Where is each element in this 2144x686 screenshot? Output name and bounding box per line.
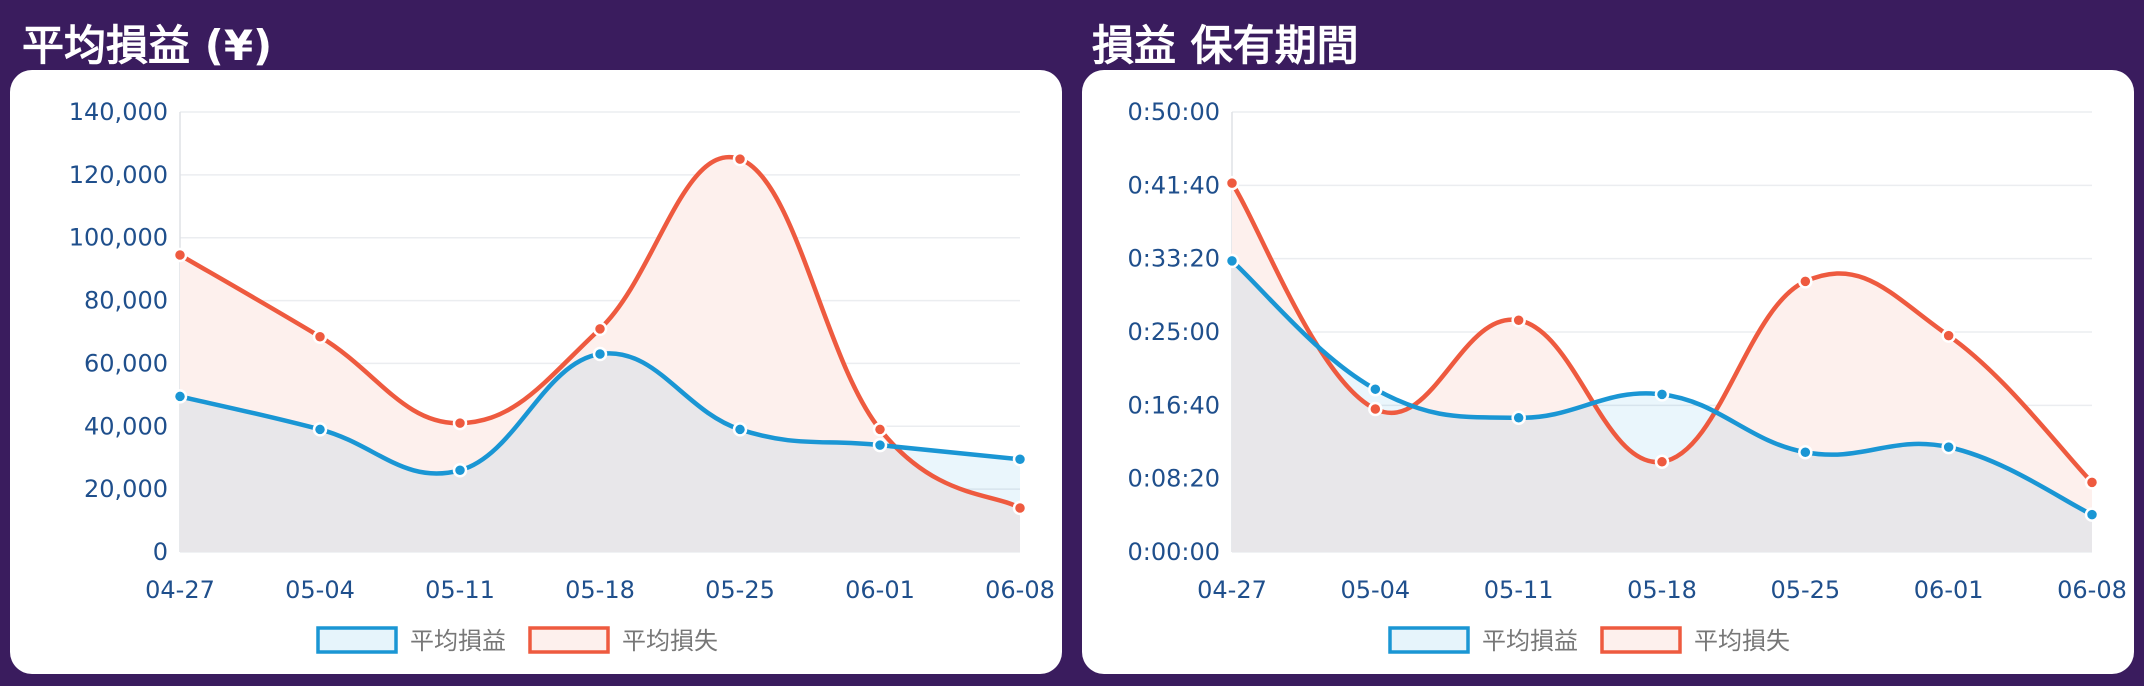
pnl-x-tick-label: 05-11 [425,576,495,604]
pnl-profit-point[interactable] [872,437,888,453]
hold-x-tick-label: 05-11 [1484,576,1554,604]
hold-y-tick-label: 0:25:00 [1127,318,1220,346]
hold-loss-point[interactable] [1798,274,1813,289]
hold-legend-label-loss: 平均損失 [1694,627,1790,655]
pnl-profit-area [180,353,1020,552]
pnl-profit-point[interactable] [592,346,608,362]
pnl-legend-label-profit: 平均損益 [410,627,506,655]
hold-y-tick-label: 0:08:20 [1127,465,1220,493]
hold-legend-swatch-profit [1388,626,1470,654]
pnl-loss-point[interactable] [732,151,748,167]
pnl-x-tick-label: 05-25 [705,576,775,604]
pnl-loss-point[interactable] [592,321,608,337]
hold-loss-point[interactable] [1941,328,1956,343]
hold-y-tick-label: 0:33:20 [1127,245,1220,273]
pnl-y-tick-label: 20,000 [84,475,168,503]
pnl-legend-item-loss[interactable]: 平均損失 [528,626,718,655]
pnl-legend-swatch-profit [316,626,398,654]
hold-loss-point[interactable] [2084,475,2100,490]
hold-y-tick-label: 0:16:40 [1127,391,1220,419]
chart-title-holding-period: 損益 保有期間 [1092,21,1359,70]
hold-legend-label-profit: 平均損益 [1482,627,1578,655]
hold-profit-point[interactable] [2084,507,2100,522]
hold-x-tick-label: 05-04 [1340,576,1410,604]
pnl-x-tick-label: 05-04 [285,576,355,604]
hold-x-tick-label: 06-01 [1914,576,1984,604]
hold-y-tick-label: 0:41:40 [1127,171,1220,199]
avg-pnl-chart: 0 20,000 40,000 60,000 80,000 100,000 120,000 1… [69,98,1055,655]
pnl-y-tick-label: 40,000 [84,412,168,440]
pnl-loss-point[interactable] [1012,500,1028,516]
pnl-profit-point[interactable] [732,422,748,437]
hold-profit-point[interactable] [1941,439,1956,455]
hold-legend-item-profit[interactable]: 平均損益 [1388,626,1578,655]
holding-period-chart: 0:00:00 0:08:20 0:16:40 0:25:00 0:33:20 0:41:… [1127,98,2127,655]
pnl-x-tick-label: 05-18 [565,576,635,604]
pnl-profit-point[interactable] [452,463,468,478]
hold-loss-point[interactable] [1368,401,1383,417]
hold-profit-area [1232,260,2092,552]
hold-x-tick-label: 05-18 [1627,576,1697,604]
pnl-x-tick-label: 06-08 [985,576,1055,604]
chart-title-avg-pnl: 平均損益 (¥) [22,21,273,70]
hold-x-tick-label: 06-08 [2057,576,2127,604]
hold-profit-point[interactable] [1224,253,1240,269]
pnl-legend-swatch-loss [528,626,610,654]
pnl-profit-point[interactable] [312,422,328,437]
hold-y-tick-label: 0:50:00 [1127,98,1220,126]
pnl-loss-point[interactable] [312,329,328,344]
hold-x-tick-label: 05-25 [1770,576,1840,604]
hold-loss-point[interactable] [1224,175,1240,191]
pnl-y-tick-label: 100,000 [69,224,168,252]
chart-card-holding-period: 0:00:00 0:08:20 0:16:40 0:25:00 0:33:20 0:41:… [1082,70,2134,674]
pnl-loss-point[interactable] [872,422,888,437]
pnl-legend-label-loss: 平均損失 [622,627,718,655]
hold-profit-point[interactable] [1368,381,1383,397]
pnl-legend-item-profit[interactable]: 平均損益 [316,626,506,655]
hold-x-tick-label: 04-27 [1197,576,1267,604]
pnl-y-tick-label: 0 [153,538,168,566]
pnl-y-tick-label: 120,000 [69,161,168,189]
hold-profit-point[interactable] [1654,387,1670,402]
pnl-profit-point[interactable] [172,389,188,404]
pnl-loss-point[interactable] [172,247,188,263]
chart-card-avg-pnl: 0 20,000 40,000 60,000 80,000 100,000 120,000 1… [10,70,1062,674]
pnl-y-tick-label: 60,000 [84,349,168,377]
hold-legend-item-loss[interactable]: 平均損失 [1600,626,1790,655]
hold-profit-point[interactable] [1798,445,1813,460]
hold-y-tick-label: 0:00:00 [1127,538,1220,566]
hold-legend-swatch-loss [1600,626,1682,654]
pnl-x-tick-label: 04-27 [145,576,215,604]
pnl-profit-point[interactable] [1012,452,1028,467]
pnl-x-tick-label: 06-01 [845,576,915,604]
hold-profit-point[interactable] [1511,410,1526,426]
pnl-y-tick-label: 80,000 [84,287,168,315]
pnl-y-tick-label: 140,000 [69,98,168,126]
hold-loss-point[interactable] [1511,313,1526,328]
pnl-loss-point[interactable] [452,415,468,431]
hold-loss-point[interactable] [1654,454,1670,470]
